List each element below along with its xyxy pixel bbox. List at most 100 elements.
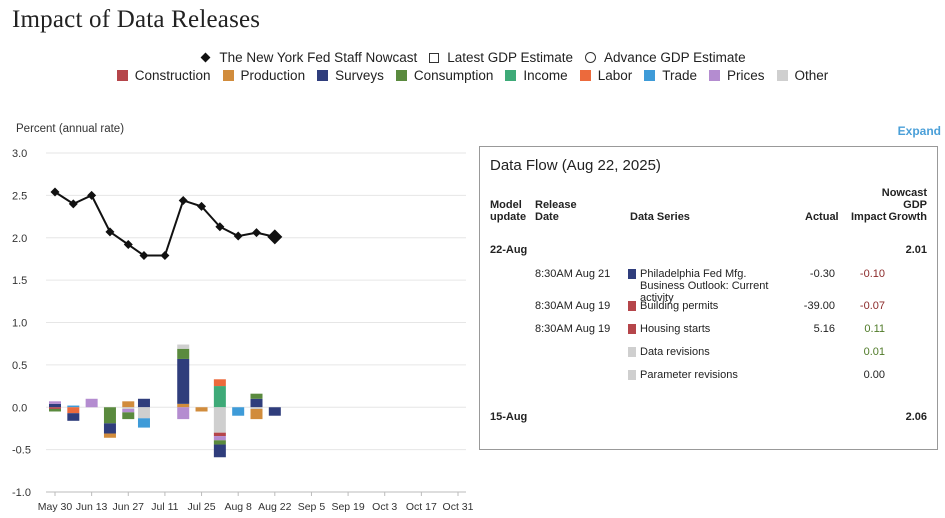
data-flow-panel: Data Flow (Aug 22, 2025) Model update Re… bbox=[479, 146, 938, 450]
nowcast-growth: 2.01 bbox=[905, 244, 927, 256]
impact-bar-surveys bbox=[67, 413, 80, 421]
header-impact: Impact bbox=[851, 211, 887, 223]
legend-label: Construction bbox=[134, 68, 211, 83]
impact-bar-prices bbox=[177, 407, 190, 420]
legend-surveys[interactable]: Surveys bbox=[317, 68, 384, 83]
nowcast-point bbox=[105, 227, 115, 237]
series-swatch bbox=[628, 370, 636, 380]
y-tick-label: 3.0 bbox=[12, 148, 27, 160]
nowcast-growth: 2.06 bbox=[905, 411, 927, 423]
impact-value: 0.01 bbox=[863, 346, 885, 358]
impact-bar-surveys bbox=[213, 444, 226, 458]
y-tick-label: 0.5 bbox=[12, 360, 27, 372]
impact-bar-surveys bbox=[177, 358, 190, 404]
impact-value: 0.11 bbox=[864, 323, 885, 335]
nowcast-point bbox=[87, 190, 97, 200]
x-tick-label: Oct 17 bbox=[406, 501, 437, 513]
legend-label: Trade bbox=[662, 68, 697, 83]
impact-value: -0.07 bbox=[859, 300, 885, 312]
marker-legend: The New York Fed Staff Nowcast Latest GD… bbox=[0, 50, 945, 65]
x-tick-label: Jul 25 bbox=[188, 501, 216, 513]
impact-bar-consumption bbox=[122, 412, 135, 420]
legend-advance-gdp[interactable]: Advance GDP Estimate bbox=[585, 50, 746, 65]
impact-bar-surveys bbox=[49, 403, 61, 408]
impact-bar-other bbox=[122, 407, 135, 409]
header-actual: Actual bbox=[805, 211, 839, 223]
impact-bar-surveys bbox=[250, 398, 263, 408]
series-swatch bbox=[628, 301, 636, 311]
nowcast-chart: 3.0 2.5 2.0 1.5 1.0 0.5 0.0 -0.5 -1.0 May 30 Jun 1… bbox=[12, 148, 474, 513]
impact-bar-construction bbox=[49, 407, 61, 409]
y-tick-label: 1.0 bbox=[12, 318, 27, 330]
data-series: Parameter revisions bbox=[640, 369, 738, 381]
impact-bar-surveys bbox=[137, 398, 150, 408]
legend-income[interactable]: Income bbox=[505, 68, 568, 83]
legend-construction[interactable]: Construction bbox=[116, 68, 211, 83]
nowcast-point bbox=[215, 222, 225, 232]
x-tick-label: Aug 22 bbox=[258, 501, 291, 513]
legend-nowcast[interactable]: The New York Fed Staff Nowcast bbox=[199, 50, 417, 65]
header-model-update: Model update bbox=[490, 199, 527, 223]
legend-production[interactable]: Production bbox=[222, 68, 306, 83]
x-tick-label: Sep 19 bbox=[331, 501, 364, 513]
header-nowcast-growth: Nowcast GDP Growth bbox=[881, 187, 927, 223]
nowcast-point bbox=[267, 229, 283, 245]
impact-bar-production bbox=[177, 403, 190, 408]
y-axis-label: Percent (annual rate) bbox=[16, 123, 125, 135]
x-tick-label: Aug 8 bbox=[224, 501, 252, 513]
impact-bar-consumption bbox=[103, 407, 116, 424]
legend-prices[interactable]: Prices bbox=[708, 68, 765, 83]
open-square-icon bbox=[429, 52, 440, 63]
impact-bar-labor bbox=[67, 407, 80, 414]
legend-label: Other bbox=[794, 68, 829, 83]
data-series: Philadelphia Fed Mfg. Business Outlook: … bbox=[640, 268, 769, 304]
impact-bar-consumption bbox=[250, 393, 263, 399]
legend-labor[interactable]: Labor bbox=[579, 68, 633, 83]
nowcast-point bbox=[123, 240, 133, 250]
legend-latest-gdp[interactable]: Latest GDP Estimate bbox=[429, 50, 573, 65]
nowcast-point bbox=[68, 199, 78, 209]
x-tick-label: Jun 13 bbox=[76, 501, 108, 513]
impact-bar-trade bbox=[67, 405, 80, 408]
nowcast-point bbox=[50, 187, 60, 197]
legend-label: Production bbox=[240, 68, 306, 83]
legend-swatch bbox=[579, 70, 591, 81]
header-release-date: Release Date bbox=[535, 199, 577, 223]
legend-consumption[interactable]: Consumption bbox=[395, 68, 494, 83]
expand-button[interactable]: Expand bbox=[897, 124, 941, 138]
impact-bar-consumption bbox=[213, 440, 226, 445]
legend-label: Labor bbox=[597, 68, 633, 83]
legend-swatch bbox=[644, 70, 656, 81]
series-swatch bbox=[628, 347, 636, 357]
legend-trade[interactable]: Trade bbox=[644, 68, 697, 83]
impact-bar-prices bbox=[122, 408, 135, 413]
impact-bar-other bbox=[213, 407, 226, 433]
impact-bar-surveys bbox=[268, 407, 281, 416]
legend-swatch bbox=[776, 70, 788, 81]
impact-bar-production bbox=[122, 401, 135, 408]
legend-swatch bbox=[222, 70, 234, 81]
x-tick-label: Oct 3 bbox=[372, 501, 397, 513]
nowcast-line bbox=[54, 191, 276, 257]
actual-value: 5.16 bbox=[813, 323, 835, 335]
impact-bar-income bbox=[213, 386, 226, 408]
x-tick-label: Oct 31 bbox=[443, 501, 474, 513]
impact-bar-production bbox=[195, 407, 208, 412]
impact-bar-trade bbox=[137, 418, 150, 428]
release-date: 8:30AM Aug 21 bbox=[535, 268, 611, 280]
impact-bar-surveys bbox=[103, 423, 116, 434]
series-swatch bbox=[628, 269, 636, 279]
nowcast-point bbox=[197, 201, 207, 211]
nowcast-point bbox=[233, 231, 243, 241]
legend-other[interactable]: Other bbox=[776, 68, 829, 83]
impact-bar-prices bbox=[49, 401, 61, 404]
legend-swatch bbox=[116, 70, 128, 81]
legend-label: Consumption bbox=[413, 68, 494, 83]
legend-swatch bbox=[317, 70, 329, 81]
legend-swatch bbox=[708, 70, 720, 81]
page-title: Impact of Data Releases bbox=[12, 6, 261, 33]
y-tick-label: 2.0 bbox=[12, 233, 27, 245]
category-legend: Construction Production Surveys Consumption… bbox=[0, 68, 945, 83]
legend-swatch bbox=[395, 70, 407, 81]
update-date: 22-Aug bbox=[490, 244, 528, 256]
